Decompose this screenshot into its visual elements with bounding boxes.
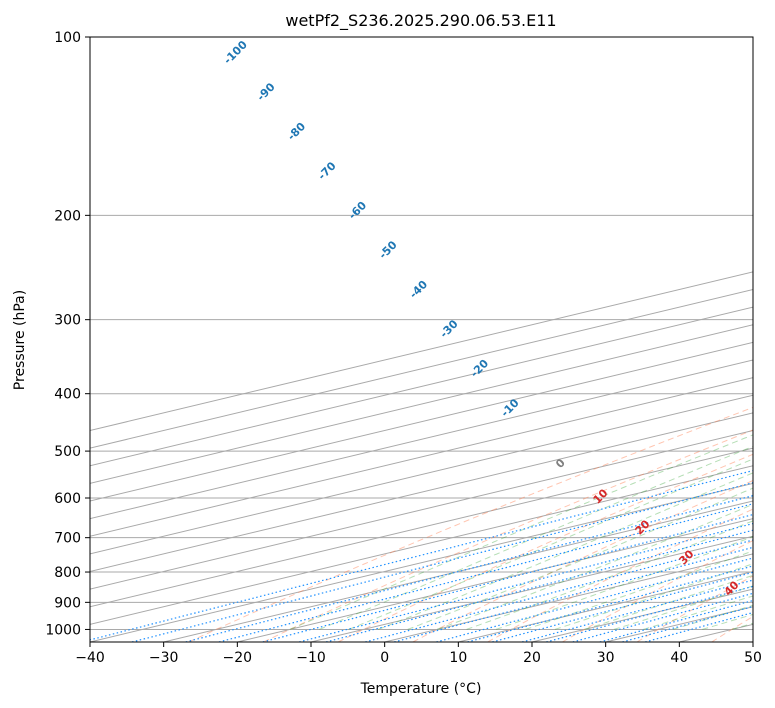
mixing-ratio-line — [436, 557, 753, 642]
x-tick-label: 40 — [670, 650, 688, 666]
dry-adiabat-line — [263, 429, 753, 642]
x-tick-label: −40 — [75, 650, 105, 666]
mixing-ratio-lines — [90, 469, 753, 642]
isotherm-line — [90, 271, 753, 432]
isotherm-line — [163, 500, 753, 642]
isotherm-line — [90, 324, 753, 484]
dry-adiabat-line — [562, 540, 753, 642]
y-tick-label: 700 — [54, 531, 81, 547]
dry-adiabat-line — [412, 479, 753, 642]
moist-adiabat-line — [761, 37, 775, 629]
moist-adiabat-line — [436, 503, 753, 630]
moist-adiabat-line — [495, 536, 753, 630]
y-tick-label: 200 — [54, 208, 81, 224]
isopleth-label: -100 — [221, 38, 250, 67]
moist-adiabat-line — [613, 585, 753, 630]
x-tick-label: −30 — [149, 650, 179, 666]
dry-adiabat-line — [337, 453, 753, 642]
isotherm-line — [679, 623, 753, 642]
moist-adiabat-line — [289, 434, 753, 630]
moist-adiabat-line — [378, 472, 753, 630]
isotherm-line — [90, 447, 753, 608]
moist-adiabats — [289, 37, 775, 630]
isotherm-line — [90, 412, 753, 573]
isotherm-line — [90, 482, 753, 642]
isotherm-line — [384, 553, 753, 642]
isotherm-line — [90, 306, 753, 467]
isotherm-line — [90, 465, 753, 625]
x-tick-label: 50 — [744, 650, 762, 666]
x-tick-label: −20 — [223, 650, 253, 666]
y-tick-label: 300 — [54, 313, 81, 329]
y-axis-ticks: 100 200 300 400 500 600 700 800 900 1000 — [45, 30, 90, 638]
moist-adiabat-line — [348, 458, 753, 630]
mixing-ratio-line — [218, 503, 753, 642]
moist-adiabat-line — [672, 604, 753, 630]
isotherm-line — [90, 430, 753, 590]
isotherm-line — [90, 341, 753, 502]
isopleth-label: -20 — [468, 357, 491, 380]
isotherm-grid — [90, 271, 753, 642]
mixing-ratio-line — [262, 513, 753, 642]
mixing-ratio-line — [521, 579, 753, 642]
x-tick-label: 30 — [597, 650, 615, 666]
isopleth-label: -30 — [437, 317, 460, 340]
dry-adiabat-line — [188, 406, 753, 642]
moist-adiabat-line — [554, 563, 753, 630]
isopleth-label: -90 — [254, 80, 277, 103]
y-tick-label: 400 — [54, 387, 81, 403]
x-tick-label: 20 — [523, 650, 541, 666]
y-tick-label: 100 — [54, 30, 81, 46]
x-axis-label: Temperature (°C) — [360, 681, 482, 697]
x-tick-label: 0 — [380, 650, 389, 666]
mixing-ratio-line — [90, 469, 753, 641]
x-tick-label: −10 — [296, 650, 326, 666]
moist-adiabat-line — [525, 550, 753, 630]
mixing-ratio-line — [299, 522, 753, 642]
y-axis-label: Pressure (hPa) — [12, 290, 28, 390]
isopleth-label: -50 — [376, 238, 399, 261]
moist-adiabat-line — [407, 487, 753, 630]
chart-title: wetPf2_S236.2025.290.06.53.E11 — [285, 11, 556, 31]
mixing-ratio-line — [185, 495, 753, 642]
isopleth-label: -60 — [346, 199, 369, 222]
moist-adiabat-line — [584, 574, 753, 630]
dry-adiabat-line — [711, 615, 753, 642]
x-axis-ticks: −40 −30 −20 −10 0 10 20 30 40 50 — [75, 642, 762, 666]
mixing-ratio-line — [622, 605, 753, 642]
isopleth-label: 20 — [633, 517, 653, 537]
isotherm-line — [90, 289, 753, 449]
isotherm-line — [237, 518, 753, 642]
x-tick-label: 10 — [449, 650, 467, 666]
mixing-ratio-line — [365, 539, 753, 642]
plot-frame — [89, 36, 754, 643]
moist-adiabat-line — [319, 445, 753, 630]
isopleth-label: -70 — [315, 159, 338, 182]
y-tick-label: 800 — [54, 565, 81, 581]
isotherm-line — [90, 394, 753, 555]
y-tick-label: 500 — [54, 444, 81, 460]
mixing-ratio-line — [131, 482, 753, 642]
mixing-ratio-line — [325, 529, 753, 642]
isotherm-line — [90, 359, 753, 520]
isotherm-line — [310, 535, 753, 642]
mixing-ratio-line — [645, 611, 753, 642]
isopleth-label: -80 — [285, 120, 308, 143]
dry-adiabat-line — [636, 575, 753, 642]
y-tick-label: 1000 — [45, 622, 81, 638]
y-tick-label: 900 — [54, 595, 81, 611]
isotherm-line — [752, 641, 753, 642]
isopleth-label: -40 — [407, 278, 430, 301]
isopleth-label: 0 — [553, 456, 568, 471]
dry-adiabats — [188, 406, 753, 642]
y-tick-label: 600 — [54, 491, 81, 507]
isobar-grid — [90, 37, 753, 630]
isotherm-line — [90, 377, 753, 537]
moist-adiabat-line — [466, 520, 753, 630]
